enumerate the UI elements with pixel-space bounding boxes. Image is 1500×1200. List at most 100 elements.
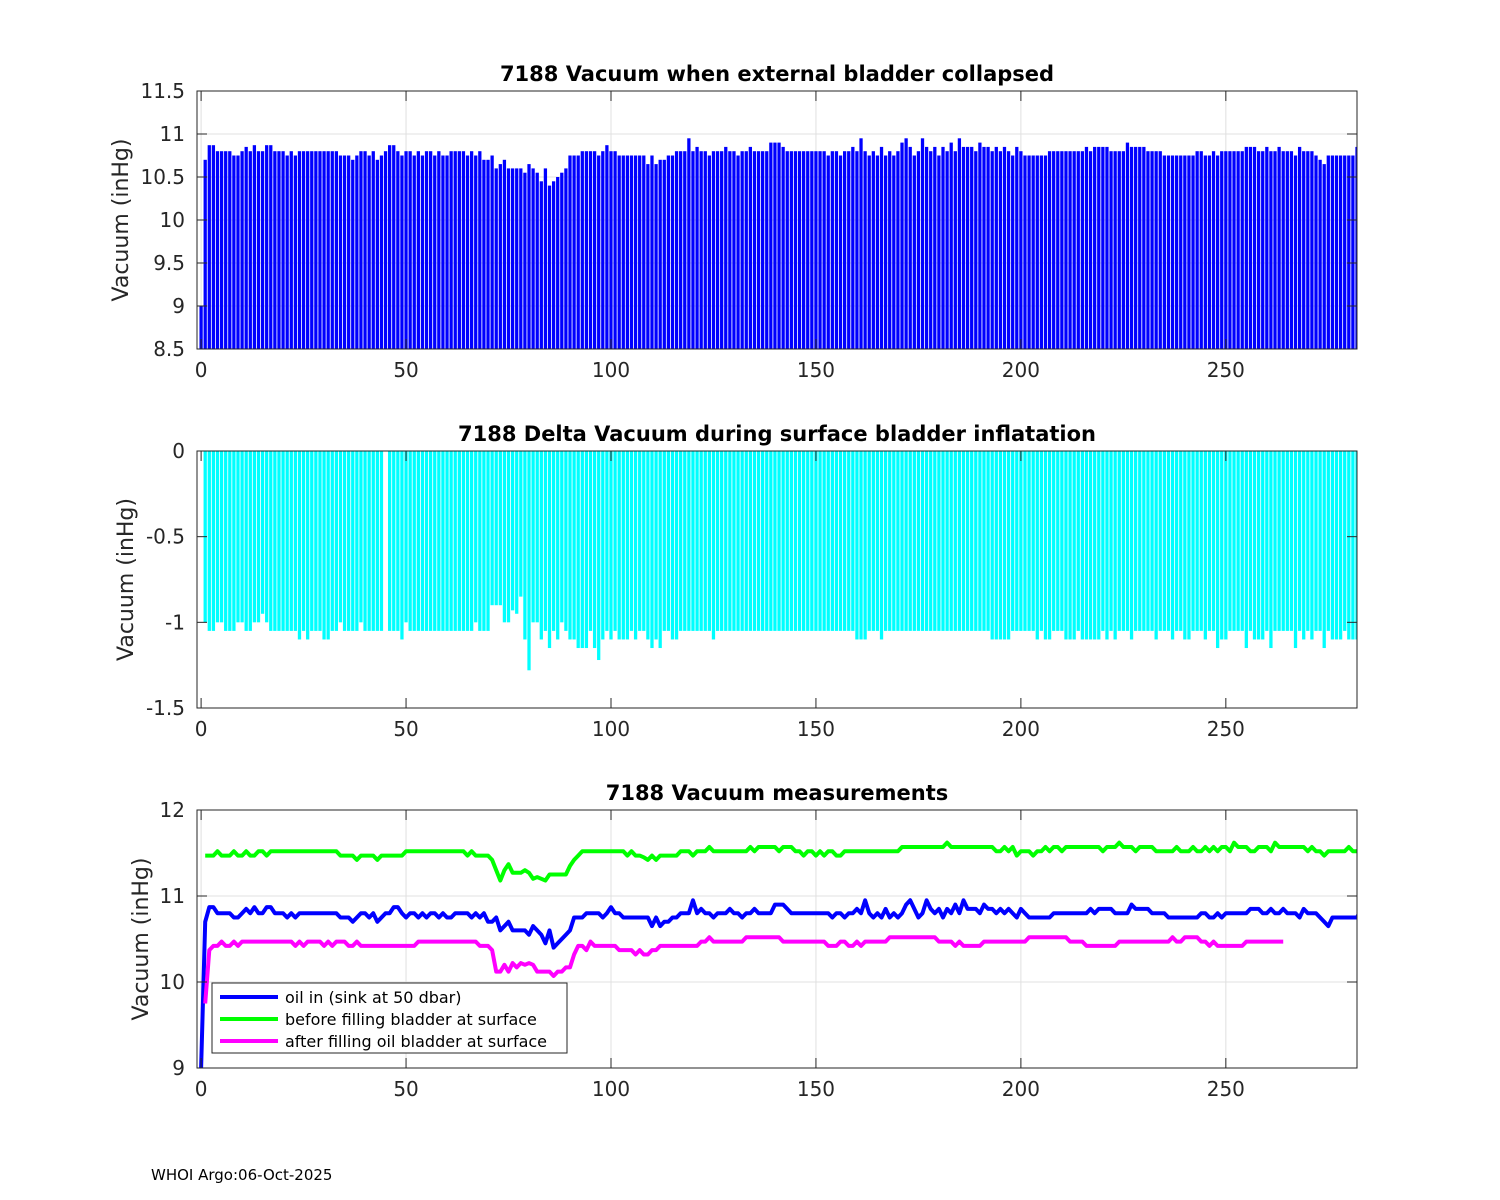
bar	[1265, 451, 1269, 631]
x-tick-label: 250	[1207, 358, 1245, 382]
bar	[732, 451, 736, 631]
bar	[310, 151, 314, 349]
bar	[560, 451, 564, 623]
bar	[359, 151, 363, 349]
bar	[974, 151, 978, 349]
bar	[720, 151, 724, 349]
bar	[412, 451, 416, 631]
bar	[273, 151, 277, 349]
bar	[867, 451, 871, 631]
bar	[576, 155, 580, 349]
bar	[269, 451, 273, 631]
bar	[654, 451, 658, 640]
bar	[564, 168, 568, 349]
bar	[367, 155, 371, 349]
bar	[601, 151, 605, 349]
bar	[543, 168, 548, 349]
bar	[236, 155, 240, 349]
x-tick-label: 200	[1002, 717, 1040, 741]
bar	[1293, 451, 1298, 649]
bar	[847, 451, 851, 631]
bar	[949, 142, 953, 349]
bar	[203, 159, 207, 349]
bar	[1097, 146, 1101, 349]
bar	[818, 451, 822, 631]
bar	[597, 155, 601, 349]
bar	[916, 451, 921, 631]
plot-area	[203, 451, 1357, 671]
bar	[342, 155, 347, 349]
bar	[1310, 151, 1314, 349]
y-tick-label: 10	[160, 970, 185, 994]
bar	[826, 451, 830, 631]
bar	[953, 151, 957, 349]
bar	[474, 155, 478, 349]
y-tick-label: 0	[172, 439, 185, 463]
bar	[896, 451, 900, 631]
bar	[1121, 451, 1125, 631]
bar	[1232, 451, 1236, 631]
bar	[711, 451, 716, 640]
bar	[1056, 451, 1060, 631]
bar	[560, 172, 564, 349]
bar	[445, 451, 449, 631]
bar	[207, 451, 211, 631]
bar	[756, 451, 761, 631]
chart-1: 0 50 100 150 200 250 8.5 9 9.5 10 10.5 11 11.5 7188 V…	[109, 62, 1358, 382]
bar	[773, 451, 777, 631]
bar	[982, 146, 986, 349]
bar	[1150, 451, 1154, 631]
bar	[994, 146, 998, 349]
bar	[797, 451, 802, 631]
bar	[273, 451, 277, 631]
bar	[543, 451, 548, 631]
x-tick-label: 150	[797, 717, 835, 741]
bar	[1215, 155, 1220, 349]
bar	[252, 451, 257, 623]
bar	[1334, 451, 1339, 640]
y-tick-label: 11	[160, 122, 185, 146]
bar	[408, 451, 412, 631]
bar	[941, 146, 945, 349]
bar	[1076, 451, 1080, 631]
bar	[1002, 146, 1007, 349]
bar	[1343, 451, 1347, 631]
bar	[1031, 451, 1035, 631]
bar	[941, 451, 945, 631]
bar	[252, 145, 257, 349]
bar	[469, 451, 474, 631]
bar	[244, 146, 248, 349]
bar	[711, 151, 716, 349]
bar	[1252, 146, 1257, 349]
bar	[1256, 151, 1261, 349]
x-tick-label: 0	[195, 717, 208, 741]
bar	[929, 451, 933, 631]
bar	[461, 451, 466, 631]
x-tick-label: 150	[797, 358, 835, 382]
bar	[211, 451, 216, 631]
bar	[260, 151, 265, 349]
bar	[1068, 151, 1072, 349]
bar	[556, 451, 560, 640]
bar	[937, 155, 941, 349]
bar	[199, 306, 203, 349]
bar	[1027, 155, 1031, 349]
bar	[1318, 159, 1322, 349]
legend-label: oil in (sink at 50 dbar)	[285, 988, 462, 1007]
y-tick-label: 10.5	[140, 165, 185, 189]
bar	[429, 151, 433, 349]
bar	[875, 155, 880, 349]
bar	[1023, 155, 1027, 349]
bar	[474, 451, 478, 623]
bar	[1113, 451, 1117, 640]
bar	[806, 151, 810, 349]
bar	[1154, 151, 1158, 349]
bar	[838, 451, 843, 631]
bar	[461, 151, 466, 349]
bar	[1076, 151, 1080, 349]
bar	[1060, 151, 1064, 349]
footer-stamp: WHOI Argo:06-Oct-2025	[151, 1166, 333, 1184]
bar	[457, 151, 461, 349]
series-line	[205, 840, 1357, 883]
bar	[1039, 155, 1044, 349]
